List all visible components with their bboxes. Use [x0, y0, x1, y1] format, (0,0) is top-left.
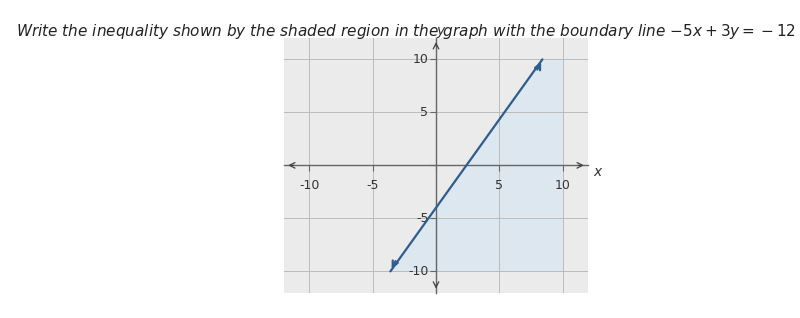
- Text: 10: 10: [554, 179, 570, 192]
- Text: $x$: $x$: [593, 165, 604, 179]
- Text: -10: -10: [408, 265, 429, 278]
- Text: 5: 5: [495, 179, 503, 192]
- Text: $\it{Write\ the\ inequality\ shown\ by\ the\ shaded\ region\ in\ the\ graph\ wit: $\it{Write\ the\ inequality\ shown\ by\ …: [16, 22, 796, 41]
- Text: -10: -10: [299, 179, 319, 192]
- Text: 10: 10: [413, 53, 429, 66]
- Text: $y$: $y$: [436, 25, 446, 40]
- Text: -5: -5: [416, 212, 429, 225]
- Text: 5: 5: [421, 106, 429, 119]
- Text: -5: -5: [366, 179, 379, 192]
